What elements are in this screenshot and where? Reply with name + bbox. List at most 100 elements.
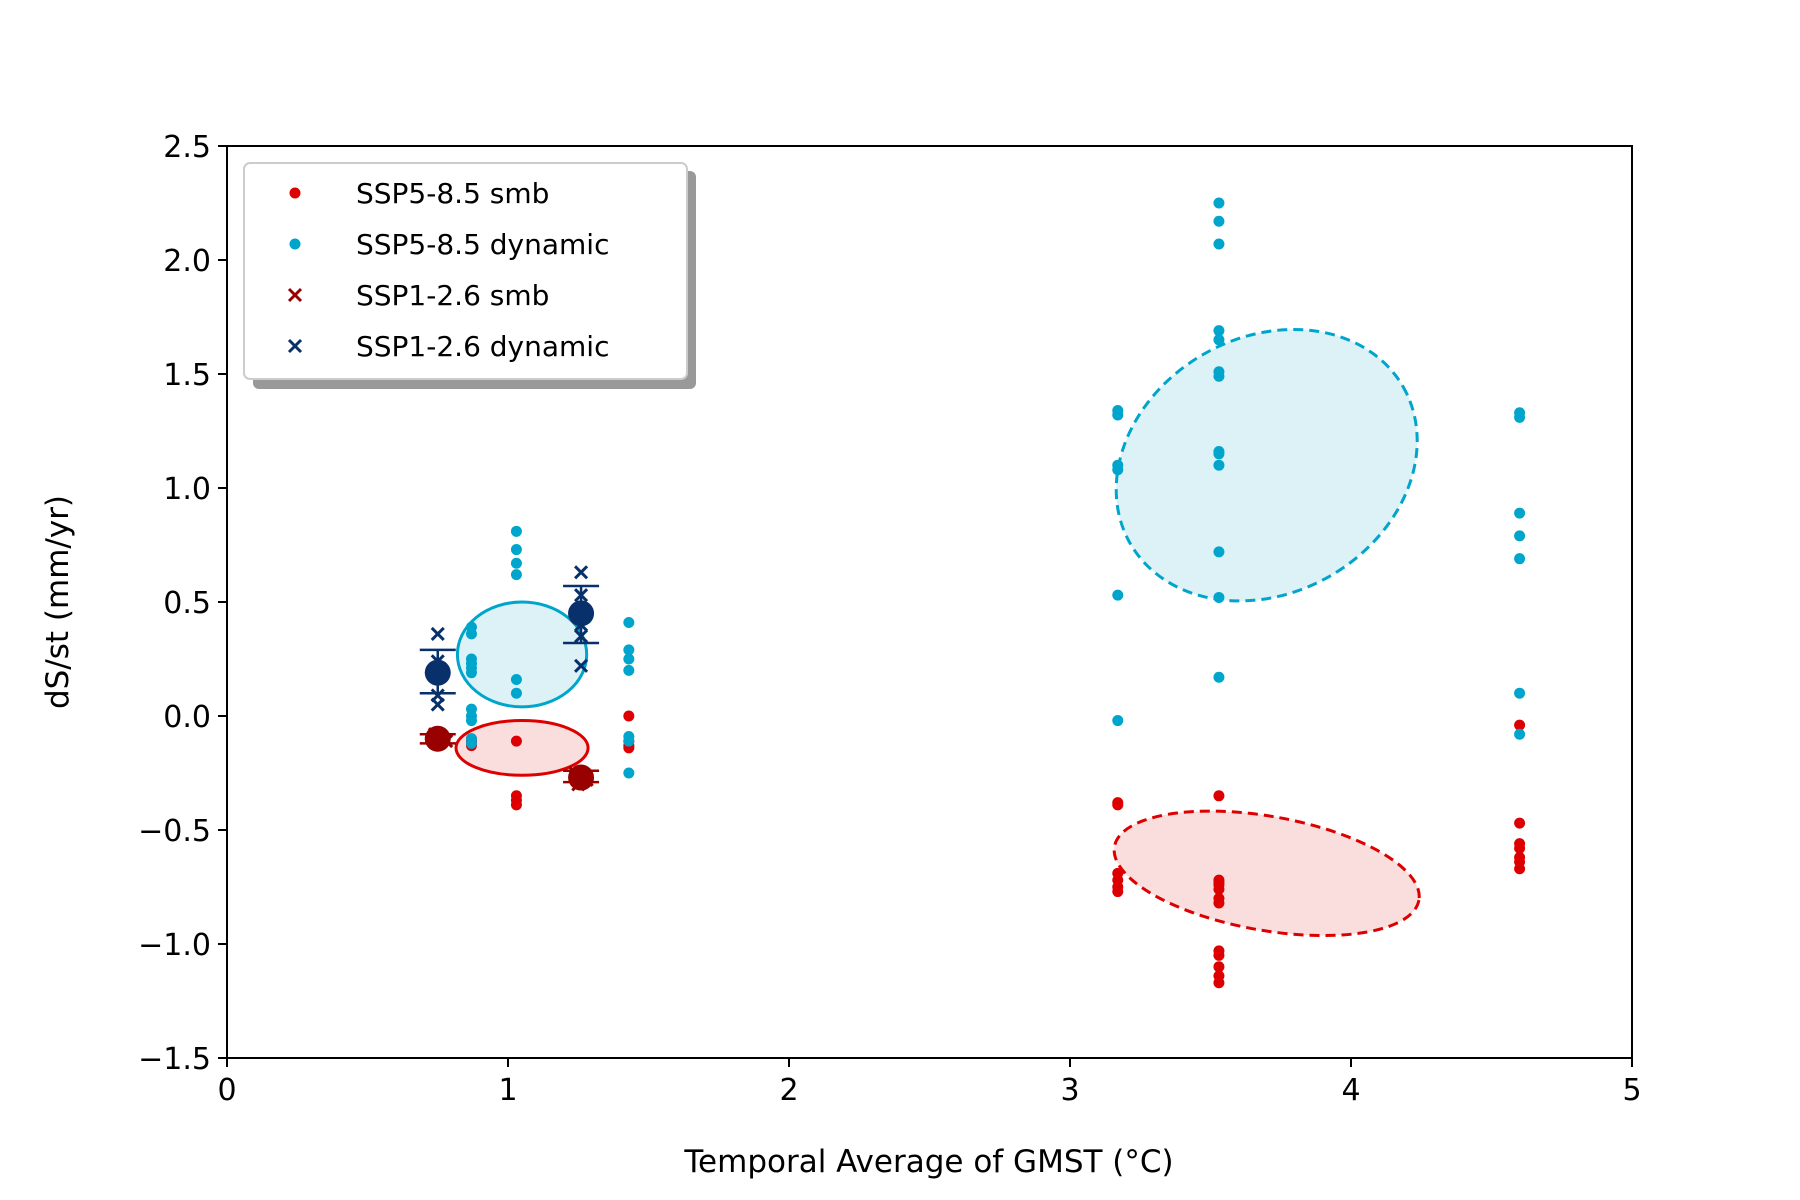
point-3-4	[430, 697, 445, 712]
legend-marker-3-stroke-b	[287, 338, 303, 354]
legend-label-0: SSP5-8.5 smb	[356, 177, 549, 210]
mean-3-marker	[568, 764, 595, 791]
point-0-8	[623, 710, 635, 722]
legend-marker-0	[289, 187, 301, 199]
point-1-49	[1514, 728, 1526, 740]
legend-item-3: SSP1-2.6 dynamic	[287, 330, 609, 363]
mean-2-marker	[424, 725, 451, 752]
point-1-30	[1213, 197, 1225, 209]
point-1-22	[623, 735, 635, 747]
mean-markers	[419, 584, 600, 791]
series-0	[465, 710, 1526, 989]
point-1-10	[465, 737, 477, 749]
point-0-33	[1514, 842, 1526, 854]
x-tick-label-1: 1	[498, 1073, 517, 1108]
point-1-46	[1514, 530, 1526, 542]
x-tick-label-4: 4	[1341, 1073, 1360, 1108]
point-1-13	[510, 557, 522, 569]
point-3-0	[430, 626, 445, 641]
point-1-44	[1514, 411, 1526, 423]
point-1-33	[1213, 325, 1225, 337]
mean-2	[419, 725, 456, 752]
y-axis-title: dS/st (mm/yr)	[40, 495, 76, 709]
point-3-4-stroke-b	[430, 697, 445, 712]
x-axis-title: Temporal Average of GMST (°C)	[683, 1144, 1173, 1180]
point-0-22	[1213, 883, 1225, 895]
legend-marker-3	[287, 338, 303, 354]
point-1-27	[1112, 464, 1124, 476]
x-tick-label-0: 0	[217, 1073, 236, 1108]
mean-1	[563, 584, 600, 645]
point-1-34	[1213, 334, 1225, 346]
x-tick-label-5: 5	[1622, 1073, 1641, 1108]
point-1-47	[1514, 553, 1526, 565]
point-0-18	[1213, 790, 1225, 802]
point-1-16	[510, 687, 522, 699]
point-1-20	[623, 664, 635, 676]
y-tick-label-6: 1.5	[163, 358, 211, 393]
confidence-ellipses	[454, 327, 1421, 938]
x-tick-label-3: 3	[1060, 1073, 1079, 1108]
y-tick-label-2: −0.5	[138, 814, 211, 849]
mean-1-marker	[568, 600, 595, 627]
legend-marker-2-stroke-b	[287, 287, 303, 303]
x-tick-label-2: 2	[779, 1073, 798, 1108]
point-0-31	[1514, 817, 1526, 829]
legend: SSP5-8.5 smb SSP5-8.5 dynamic SSP1-2.6 smb…	[243, 162, 696, 389]
point-1-39	[1213, 459, 1225, 471]
legend-item-1: SSP5-8.5 dynamic	[289, 228, 609, 261]
point-0-29	[1213, 977, 1225, 989]
ellipse-1	[454, 719, 590, 777]
point-0-13	[1112, 799, 1124, 811]
point-0-17	[1112, 886, 1124, 898]
mean-3	[563, 764, 600, 791]
point-1-32	[1213, 238, 1225, 250]
point-0-36	[1514, 863, 1526, 875]
mean-0-marker	[424, 659, 451, 686]
point-1-19	[623, 653, 635, 665]
y-tick-label-7: 2.0	[163, 244, 211, 279]
point-1-45	[1514, 507, 1526, 519]
point-0-30	[1514, 719, 1526, 731]
point-1-36	[1213, 370, 1225, 382]
legend-box	[243, 162, 688, 380]
y-tick-label-0: −1.5	[138, 1042, 211, 1077]
legend-label-2: SSP1-2.6 smb	[356, 279, 549, 312]
ellipse-3	[1112, 809, 1421, 938]
point-1-42	[1213, 671, 1225, 683]
point-3-5	[573, 565, 589, 580]
point-1-11	[510, 525, 522, 537]
point-0-4	[510, 735, 522, 747]
point-1-5	[465, 667, 477, 679]
x-axis-ticks: 0 1 2 3 4 5	[217, 1058, 1642, 1108]
point-1-31	[1213, 215, 1225, 227]
ellipse-0	[455, 600, 589, 709]
mean-0	[419, 648, 456, 695]
y-tick-label-8: 2.5	[163, 130, 211, 165]
legend-label-1: SSP5-8.5 dynamic	[356, 228, 609, 261]
y-tick-label-3: 0.0	[163, 700, 211, 735]
point-1-40	[1213, 546, 1225, 558]
point-3-9-stroke-b	[573, 658, 589, 673]
legend-marker-2	[287, 287, 303, 303]
legend-item-2: SSP1-2.6 smb	[287, 279, 549, 312]
point-1-17	[623, 617, 635, 629]
ellipse-2	[1114, 327, 1419, 603]
legend-item-0: SSP5-8.5 smb	[289, 177, 549, 210]
point-1-14	[510, 569, 522, 581]
point-1-15	[510, 674, 522, 686]
point-1-1	[465, 628, 477, 640]
point-1-28	[1112, 589, 1124, 601]
y-axis-ticks: −1.5 −1.0 −0.5 0.0 0.5 1.0 1.5 2.0 2.5	[138, 130, 227, 1077]
point-1-48	[1514, 687, 1526, 699]
point-3-0-stroke-b	[430, 626, 445, 641]
legend-label-3: SSP1-2.6 dynamic	[356, 330, 609, 363]
point-1-38	[1213, 448, 1225, 460]
point-1-41	[1213, 591, 1225, 603]
point-0-27	[1213, 961, 1225, 973]
point-0-26	[1213, 949, 1225, 961]
point-0-7	[510, 799, 522, 811]
y-tick-label-5: 1.0	[163, 472, 211, 507]
y-tick-label-1: −1.0	[138, 928, 211, 963]
